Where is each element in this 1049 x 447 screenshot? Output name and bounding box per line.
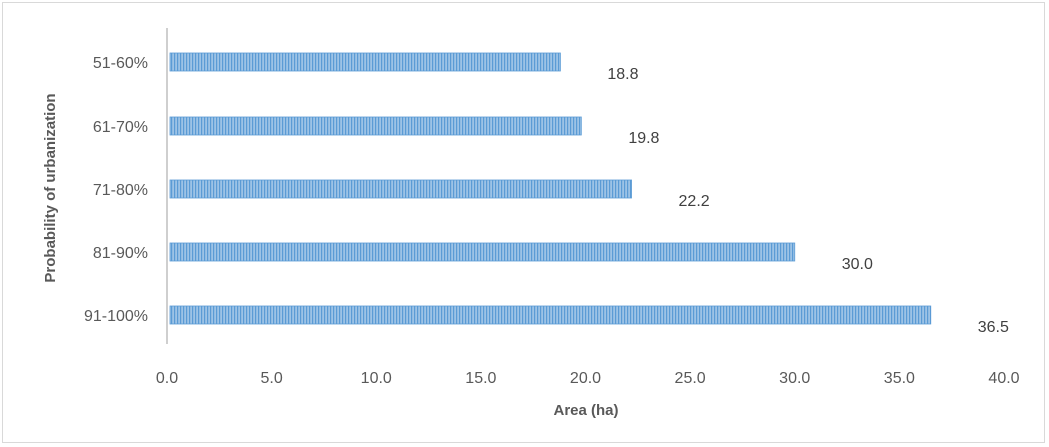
bar-51-60% <box>169 52 561 72</box>
category-label: 51-60% <box>93 55 148 72</box>
x-tick-labels-layer: 0.0 5.0 10.0 15.0 20.0 25.0 30.0 35.0 40.0 <box>156 370 1020 387</box>
x-tick-label: 30.0 <box>779 370 810 387</box>
category-label: 81-90% <box>93 245 148 262</box>
category-label: 91-100% <box>84 308 148 325</box>
category-labels-layer: 51-60% 61-70% 71-80% 81-90% 91-100% <box>84 55 148 325</box>
data-label: 36.5 <box>978 319 1009 336</box>
bar-91-100% <box>169 305 932 325</box>
x-tick-label: 40.0 <box>988 370 1019 387</box>
x-tick-label: 20.0 <box>570 370 601 387</box>
bars-layer <box>169 52 932 325</box>
bar-81-90% <box>169 242 796 262</box>
bar-61-70% <box>169 116 582 136</box>
x-tick-label: 25.0 <box>675 370 706 387</box>
data-label: 22.2 <box>679 193 710 210</box>
data-label: 18.8 <box>607 66 638 83</box>
x-axis-title: Area (ha) <box>553 402 618 419</box>
category-label: 61-70% <box>93 119 148 136</box>
bar-71-80% <box>169 179 632 199</box>
x-tick-label: 15.0 <box>465 370 496 387</box>
y-axis-title: Probability of urbanization <box>42 93 59 282</box>
category-label: 71-80% <box>93 182 148 199</box>
x-tick-label: 5.0 <box>261 370 283 387</box>
x-tick-label: 10.0 <box>361 370 392 387</box>
data-label: 19.8 <box>628 130 659 147</box>
data-label: 30.0 <box>842 256 873 273</box>
x-tick-label: 0.0 <box>156 370 178 387</box>
x-tick-label: 35.0 <box>884 370 915 387</box>
data-labels-layer: 18.8 19.8 22.2 30.0 36.5 <box>607 66 1009 336</box>
